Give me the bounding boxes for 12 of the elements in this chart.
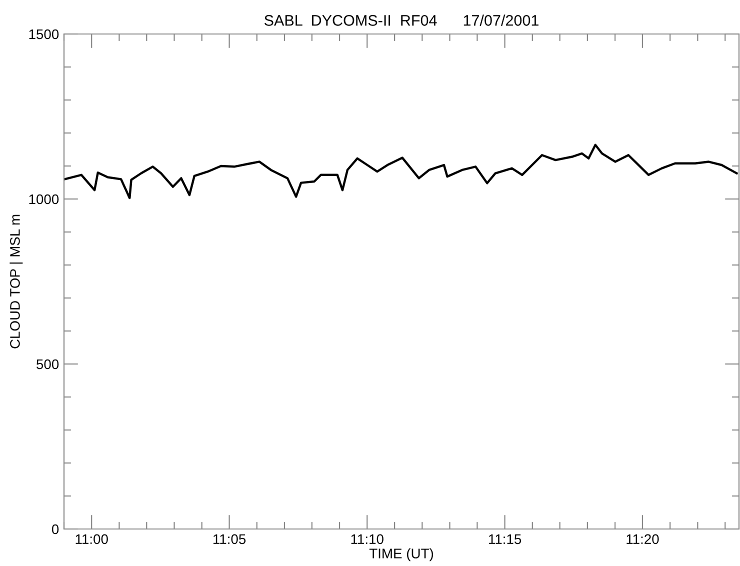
- x-tick-label: 11:00: [76, 534, 108, 544]
- x-tick-label: 11:10: [351, 534, 384, 544]
- chart-title: SABL DYCOMS-II RF04 17/07/2001: [264, 14, 538, 26]
- y-tick-label: 500: [36, 359, 59, 370]
- x-tick-label: 11:15: [488, 534, 522, 544]
- y-tick-label: 1500: [29, 29, 59, 40]
- y-axis-title: CLOUD TOP | MSL m: [10, 214, 23, 348]
- y-tick-label: 1000: [29, 194, 59, 204]
- x-tick-label: 11:05: [213, 534, 246, 544]
- x-tick-label: 11:20: [626, 534, 659, 544]
- x-axis-title: TIME (UT): [369, 548, 434, 562]
- y-tick-label: 0: [52, 524, 59, 534]
